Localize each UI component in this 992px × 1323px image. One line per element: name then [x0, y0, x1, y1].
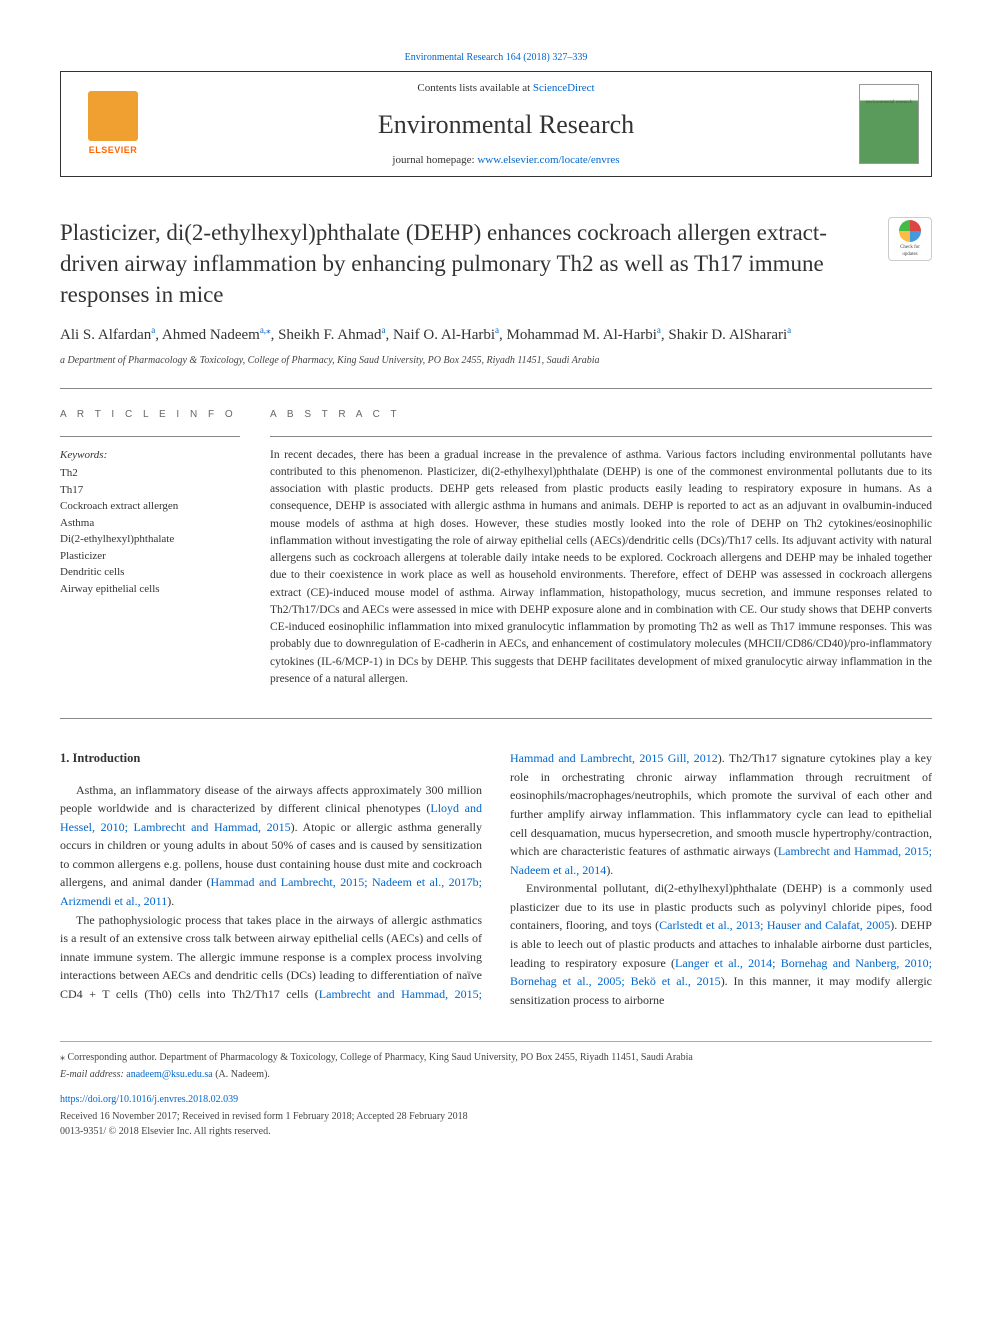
- intro-heading: 1. Introduction: [60, 749, 482, 768]
- journal-header: ELSEVIER Contents lists available at Sci…: [60, 71, 932, 177]
- keywords-list: Th2Th17Cockroach extract allergenAsthmaD…: [60, 465, 240, 597]
- keyword: Di(2-ethylhexyl)phthalate: [60, 531, 240, 548]
- keyword: Dendritic cells: [60, 564, 240, 581]
- corresponding-author: ⁎ Corresponding author. Department of Ph…: [60, 1050, 932, 1065]
- journal-title: Environmental Research: [153, 105, 859, 144]
- abstract-text: In recent decades, there has been a grad…: [270, 447, 932, 689]
- keyword: Plasticizer: [60, 548, 240, 565]
- divider: [60, 718, 932, 719]
- doi-line: https://doi.org/10.1016/j.envres.2018.02…: [60, 1092, 932, 1107]
- elsevier-tree-icon: [88, 91, 138, 141]
- journal-cover-thumbnail[interactable]: environmental research: [859, 84, 919, 164]
- divider: [270, 436, 932, 437]
- divider: [60, 388, 932, 389]
- article-info-label: A R T I C L E I N F O: [60, 407, 240, 422]
- elsevier-wordmark: ELSEVIER: [89, 144, 138, 158]
- keyword: Th2: [60, 465, 240, 482]
- crossmark-badge[interactable]: Check forupdates: [888, 217, 932, 261]
- keyword: Asthma: [60, 515, 240, 532]
- history-line: Received 16 November 2017; Received in r…: [60, 1109, 932, 1124]
- keyword: Cockroach extract allergen: [60, 498, 240, 515]
- footer: ⁎ Corresponding author. Department of Ph…: [60, 1041, 932, 1139]
- article-title: Plasticizer, di(2-ethylhexyl)phthalate (…: [60, 217, 872, 310]
- keyword: Th17: [60, 482, 240, 499]
- elsevier-logo[interactable]: ELSEVIER: [73, 84, 153, 164]
- contents-available: Contents lists available at ScienceDirec…: [153, 80, 859, 97]
- doi-link[interactable]: https://doi.org/10.1016/j.envres.2018.02…: [60, 1094, 238, 1105]
- email-link[interactable]: anadeem@ksu.edu.sa: [126, 1069, 212, 1080]
- journal-homepage: journal homepage: www.elsevier.com/locat…: [153, 152, 859, 169]
- author-list: Ali S. Alfardana, Ahmed Nadeema,⁎, Sheik…: [60, 324, 932, 347]
- issn-copyright: 0013-9351/ © 2018 Elsevier Inc. All righ…: [60, 1124, 932, 1139]
- crossmark-label: Check forupdates: [900, 244, 920, 259]
- crossmark-icon: [899, 220, 921, 242]
- journal-reference[interactable]: Environmental Research 164 (2018) 327–33…: [60, 50, 932, 65]
- abstract-label: A B S T R A C T: [270, 407, 932, 422]
- homepage-link[interactable]: www.elsevier.com/locate/envres: [477, 154, 619, 166]
- email-line: E-mail address: anadeem@ksu.edu.sa (A. N…: [60, 1067, 932, 1082]
- keywords-label: Keywords:: [60, 447, 240, 464]
- article-body: 1. Introduction Asthma, an inflammatory …: [60, 749, 932, 1009]
- affiliation: a Department of Pharmacology & Toxicolog…: [60, 353, 932, 368]
- divider: [60, 436, 240, 437]
- sciencedirect-link[interactable]: ScienceDirect: [533, 82, 595, 94]
- keyword: Airway epithelial cells: [60, 581, 240, 598]
- citation-link[interactable]: Carlstedt et al., 2013; Hauser and Calaf…: [659, 918, 890, 932]
